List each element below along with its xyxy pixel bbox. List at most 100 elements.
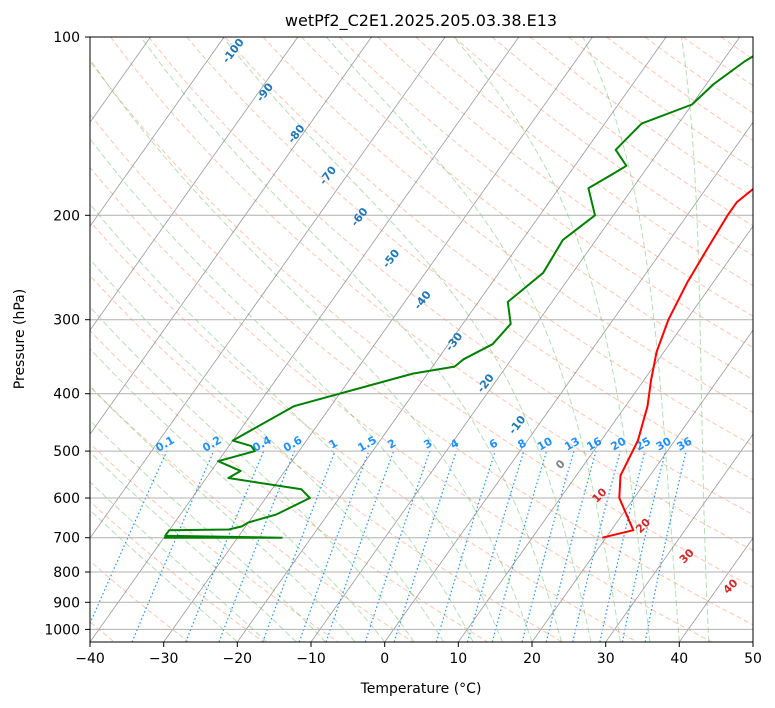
mixing-ratio-line — [621, 450, 666, 642]
x-axis-title: Temperature (°C) — [360, 681, 482, 697]
dry-adiabat-line — [224, 37, 753, 447]
dry-adiabat-line — [682, 37, 753, 87]
moist-adiabat-line — [90, 509, 238, 642]
wetbulb-label: -30 — [443, 330, 466, 354]
isotherm-line — [90, 37, 446, 539]
dry-adiabat-line — [759, 37, 775, 642]
x-tick-label: −40 — [75, 651, 105, 667]
moist-adiabat-line — [90, 481, 268, 642]
x-tick-label: −10 — [296, 651, 326, 667]
moist-adiabat-line — [90, 348, 386, 642]
wetbulb-label: -10 — [506, 413, 529, 437]
x-tick-label: 0 — [380, 651, 389, 667]
mixing-ratio-line — [521, 450, 575, 642]
dry-adiabat-line — [415, 37, 753, 287]
mixing-ratio-label: 3 — [421, 437, 434, 452]
moist-adiabat-line — [90, 137, 503, 642]
mixing-ratio-line — [466, 450, 525, 642]
wetbulb-label: -20 — [474, 371, 497, 395]
y-tick-label: 300 — [53, 313, 80, 329]
x-tick-label: 30 — [597, 651, 615, 667]
y-tick-label: 1000 — [44, 622, 80, 638]
dry-adiabat-line — [90, 274, 563, 642]
moist-adiabat-line — [453, 37, 651, 642]
mixing-ratio-label: 6 — [487, 436, 500, 451]
mixing-ratio-line — [435, 450, 496, 642]
series-layer — [163, 55, 753, 539]
dry-adiabat-line — [90, 329, 488, 642]
moist-adiabat-line — [90, 451, 297, 642]
y-tick-label: 600 — [53, 491, 80, 507]
isotherm-line — [0, 37, 3, 642]
y-tick-label: 100 — [53, 30, 80, 46]
x-tick-label: 20 — [523, 651, 541, 667]
dry-adiabat-line — [110, 37, 753, 552]
isotherm-line — [90, 37, 372, 435]
wetbulb-label: -100 — [220, 36, 247, 66]
wetbulb-label: -60 — [348, 205, 371, 229]
isotherm-line — [531, 329, 753, 642]
x-tick-label: 40 — [670, 651, 688, 667]
dry-adiabat-line — [339, 37, 753, 349]
mixing-ratio-line — [131, 450, 215, 642]
isotherm-line — [752, 641, 753, 642]
chart-title: wetPf2_C2E1.2025.205.03.38.E13 — [285, 11, 557, 31]
dry-adiabat-line — [90, 60, 753, 588]
mixing-ratio-line — [572, 450, 621, 642]
mixing-ratio-line — [185, 450, 265, 642]
y-tick-label: 900 — [53, 595, 80, 611]
isotherm-line — [90, 37, 299, 331]
skewed-isotherms — [0, 37, 753, 642]
dry-adiabat-line — [186, 37, 753, 481]
dry-adiabat-line — [491, 37, 753, 227]
mixing-ratio-line — [644, 450, 687, 642]
mixing-ratio-line — [218, 450, 296, 642]
dry-adiabat-line — [90, 113, 753, 626]
moist-adiabat-line — [222, 37, 592, 642]
mixing-ratio-line — [393, 450, 457, 642]
moist-adiabat-line — [90, 58, 533, 642]
x-tick-label: 10 — [449, 651, 467, 667]
dry-adiabats — [90, 37, 775, 642]
dewpoint-profile-line — [163, 55, 753, 539]
y-tick-label: 800 — [53, 565, 80, 581]
moist-adiabat-line — [140, 37, 562, 642]
y-axis: 100 200 300 400 500 600 700 800 900 1000 — [44, 30, 90, 638]
y-tick-label: 500 — [53, 444, 80, 460]
mixing-ratio-line — [262, 450, 336, 642]
isotherm-line — [163, 37, 593, 642]
dry-adiabat-line — [529, 37, 753, 198]
plot-frame — [89, 36, 754, 643]
moist-adiabat-line — [90, 385, 356, 642]
y-tick-label: 400 — [53, 387, 80, 403]
moist-adiabat-line — [90, 306, 415, 642]
dry-adiabat-line — [568, 37, 753, 170]
moist-adiabat-line — [582, 37, 680, 642]
mixing-ratio-line — [599, 450, 646, 642]
mixing-ratio-line — [545, 450, 597, 642]
dry-adiabat-line — [90, 220, 638, 642]
zero-label: 0 — [553, 457, 568, 472]
dry-adiabat-line — [90, 560, 190, 642]
mixing-ratio-label: 2 — [385, 437, 398, 452]
isotherm-line — [384, 121, 753, 642]
dry-adiabat-line — [90, 166, 712, 642]
isotherm-line — [90, 37, 520, 642]
dry-adiabat-line — [644, 37, 753, 114]
isotherm-line — [90, 37, 225, 227]
y-tick-label: 200 — [53, 208, 80, 224]
isotherm-line — [678, 537, 753, 642]
wetbulb-label: -70 — [317, 163, 340, 187]
mixing-ratio-label: 4 — [448, 436, 461, 451]
theta-label: 20 — [633, 516, 653, 536]
wetbulb-label: -90 — [254, 80, 277, 104]
dry-adiabat-line — [148, 37, 753, 516]
mixing-ratio-line — [298, 450, 370, 642]
pressure-gridlines — [90, 37, 753, 630]
x-tick-label: 50 — [744, 651, 762, 667]
mixing-ratio-lines — [90, 450, 687, 642]
y-tick-label: 700 — [53, 531, 80, 547]
y-axis-title: Pressure (hPa) — [12, 289, 28, 389]
isotherm-line — [236, 37, 667, 642]
